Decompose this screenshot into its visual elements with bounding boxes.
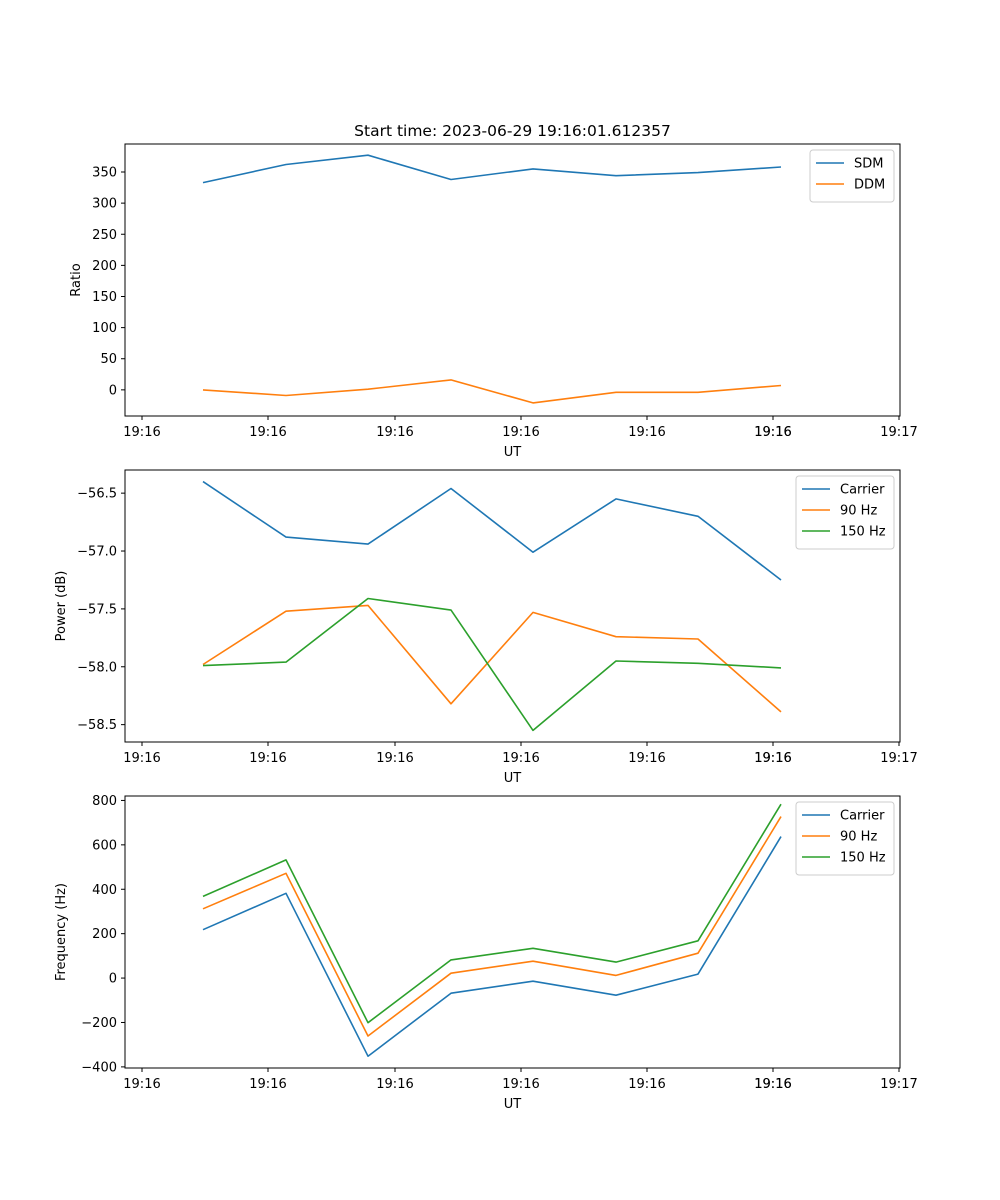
x-tick-label: 19:16	[502, 751, 539, 766]
y-tick-label: 800	[92, 794, 117, 809]
x-tick-label: 19:17	[880, 751, 917, 766]
y-axis-label: Power (dB)	[54, 571, 69, 642]
x-tick-label: 19:16	[123, 1077, 160, 1092]
x-tick-label: 19:16	[249, 751, 286, 766]
chart-title: Start time: 2023-06-29 19:16:01.612357	[354, 122, 671, 140]
y-tick-label: −57.0	[77, 545, 117, 560]
y-tick-label: 0	[109, 972, 117, 987]
x-tick-label: 19:16	[754, 751, 791, 766]
y-axis-label: Ratio	[69, 263, 84, 296]
y-tick-label: 200	[92, 259, 117, 274]
series-line-150-hz	[202, 803, 782, 1024]
y-tick-label: 300	[92, 197, 117, 212]
y-tick-label: −400	[81, 1060, 117, 1075]
x-tick-label: 19:16	[628, 1077, 665, 1092]
chart-panel-1: Start time: 2023-06-29 19:16:01.612357 19…	[69, 122, 918, 460]
legend-entry: SDM	[854, 157, 883, 172]
legend-entry: 90 Hz	[840, 830, 877, 845]
y-tick-label: −58.0	[77, 660, 117, 675]
x-tick-label: 19:16	[754, 425, 791, 440]
y-tick-label: −200	[81, 1016, 117, 1031]
x-tick-label: 19:16	[376, 425, 413, 440]
y-tick-label: 250	[92, 228, 117, 243]
x-axis-label: UT	[504, 771, 522, 786]
legend-entry: Carrier	[840, 809, 885, 824]
x-axis-label: UT	[504, 445, 522, 460]
y-tick-label: 400	[92, 883, 117, 898]
legend-entry: Carrier	[840, 483, 885, 498]
y-tick-label: −58.5	[77, 718, 117, 733]
x-tick-label: 19:16	[754, 1077, 791, 1092]
x-tick-label: 19:17	[880, 425, 917, 440]
x-tick-label: 19:16	[123, 425, 160, 440]
axes-frame	[124, 795, 901, 1069]
y-tick-label: 150	[92, 290, 117, 305]
x-tick-label: 19:16	[754, 425, 791, 440]
y-tick-label: 100	[92, 321, 117, 336]
y-axis-label: Frequency (Hz)	[54, 883, 69, 981]
y-tick-label: 0	[109, 383, 117, 398]
x-tick-label: 19:16	[376, 1077, 413, 1092]
x-tick-label: 19:16	[249, 425, 286, 440]
panels: Start time: 2023-06-29 19:16:01.612357 19…	[54, 122, 918, 1112]
series-line-90-hz	[202, 604, 782, 713]
x-tick-label: 19:16	[754, 1077, 791, 1092]
series-line-carrier	[202, 836, 782, 1057]
x-tick-label: 19:16	[628, 425, 665, 440]
series-line-150-hz	[202, 597, 782, 732]
x-tick-label: 19:17	[880, 1077, 917, 1092]
x-tick-label: 19:16	[502, 425, 539, 440]
y-tick-label: −56.5	[77, 487, 117, 502]
axes-frame	[124, 469, 901, 743]
x-tick-label: 19:16	[754, 751, 791, 766]
y-tick-label: 50	[100, 352, 117, 367]
y-tick-label: 600	[92, 838, 117, 853]
legend-entry: 150 Hz	[840, 525, 886, 540]
series-line-carrier	[202, 480, 782, 581]
x-tick-label: 19:16	[502, 1077, 539, 1092]
x-axis-label: UT	[504, 1097, 522, 1112]
x-tick-label: 19:16	[123, 751, 160, 766]
x-tick-label: 19:16	[249, 1077, 286, 1092]
legend-entry: 150 Hz	[840, 851, 886, 866]
x-tick-label: 19:16	[376, 751, 413, 766]
series-line-sdm	[202, 154, 782, 184]
series-line-90-hz	[202, 816, 782, 1037]
y-tick-label: 350	[92, 166, 117, 181]
axes-frame	[124, 143, 901, 417]
y-tick-label: −57.5	[77, 602, 117, 617]
legend-entry: DDM	[854, 178, 885, 193]
y-tick-label: 200	[92, 927, 117, 942]
series-line-ddm	[202, 379, 782, 404]
x-tick-label: 19:16	[628, 751, 665, 766]
legend-entry: 90 Hz	[840, 504, 877, 519]
